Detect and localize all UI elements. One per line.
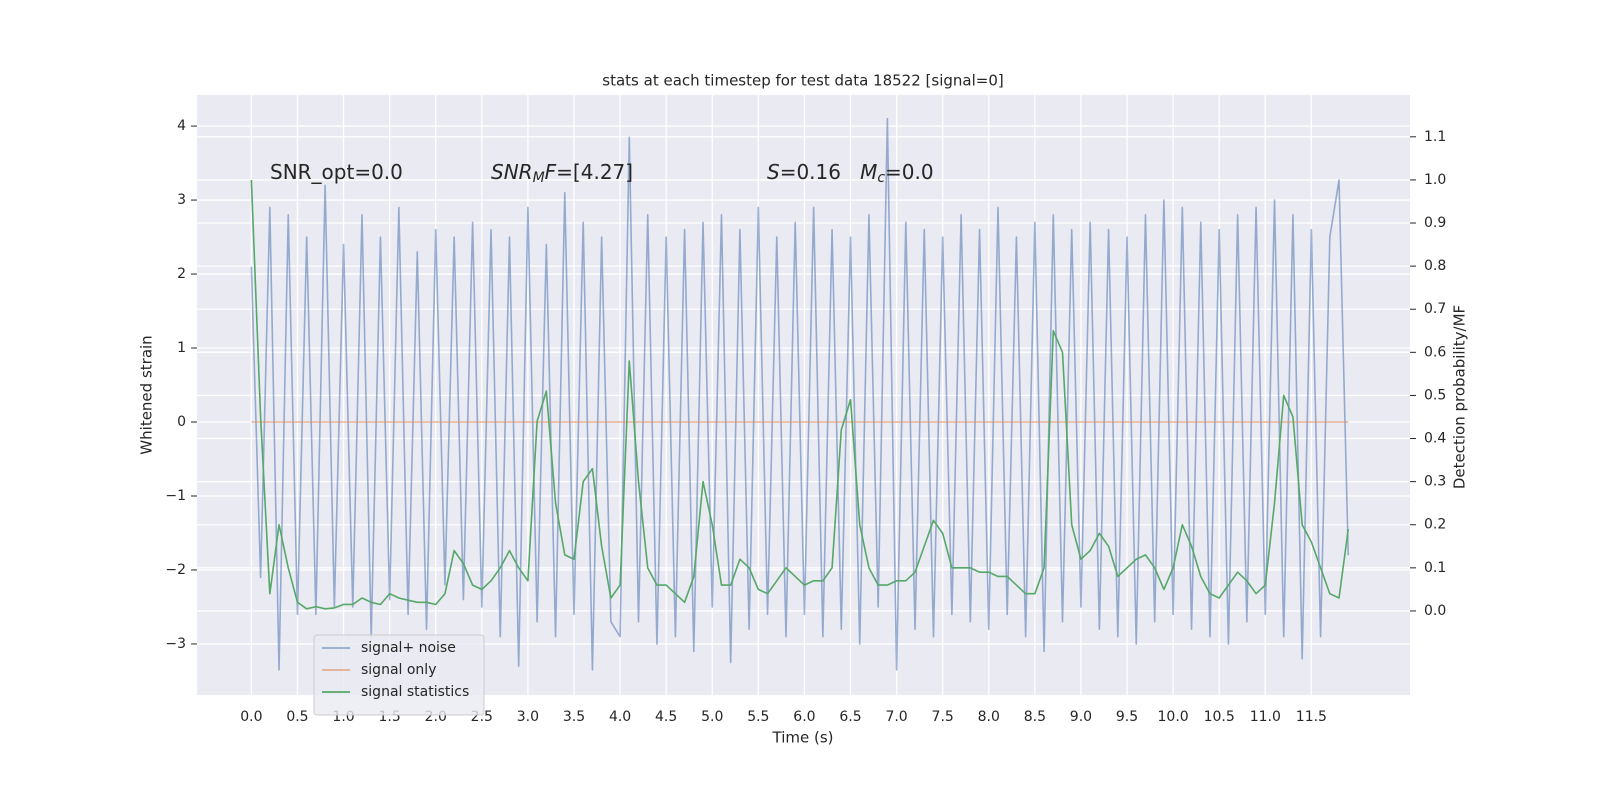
- x-tick-label: 7.5: [932, 709, 954, 725]
- y-tick-label: 0: [177, 414, 186, 430]
- annotation-part: =0.16: [780, 160, 860, 184]
- annotation-part: M: [533, 170, 545, 186]
- x-tick-label: 6.0: [793, 709, 815, 725]
- y2-tick-label: 0.5: [1424, 387, 1446, 403]
- y2-tick-label: 0.9: [1424, 215, 1446, 231]
- x-tick-label: 5.0: [701, 709, 723, 725]
- x-axis-label: Time (s): [772, 729, 834, 747]
- legend-label: signal+ noise: [361, 640, 456, 656]
- series-line: [250, 179, 1350, 610]
- y-tick-label: 2: [177, 266, 186, 282]
- y-tick-label: 1: [177, 340, 186, 356]
- marks: [250, 117, 1350, 671]
- x-tick-label: 0.0: [240, 709, 262, 725]
- annotation: SNRMF=[4.27]: [491, 160, 633, 187]
- y2-tick-label: 0.0: [1424, 603, 1446, 619]
- annotation-part: =0.0: [885, 160, 934, 184]
- annotation-part: c: [877, 170, 885, 186]
- x-tick-label: 9.0: [1070, 709, 1092, 725]
- annotation-part: =[4.27]: [556, 160, 633, 184]
- y2-tick-label: 0.6: [1424, 344, 1446, 360]
- annotation-part: S: [767, 160, 780, 184]
- x-tick-label: 7.0: [885, 709, 907, 725]
- x-tick-label: 11.5: [1296, 709, 1327, 725]
- y-tick-label: −3: [165, 636, 186, 652]
- y-tick-label: 3: [177, 192, 186, 208]
- y2-tick-label: 0.2: [1424, 517, 1446, 533]
- annotation-part: SNR: [491, 160, 533, 184]
- x-tick-label: 4.0: [609, 709, 631, 725]
- annotation-part: F: [545, 160, 557, 184]
- x-tick-label: 11.0: [1250, 709, 1281, 725]
- annotation-part: SNR_opt=0.0: [270, 160, 403, 184]
- x-tick-label: 10.5: [1204, 709, 1235, 725]
- y2-tick-label: 0.3: [1424, 474, 1446, 490]
- y-tick-label: 4: [177, 118, 186, 134]
- x-tick-label: 10.0: [1158, 709, 1189, 725]
- x-tick-label: 4.5: [655, 709, 677, 725]
- x-tick-label: 3.5: [563, 709, 585, 725]
- y-axis-label: Whitened strain: [138, 335, 156, 454]
- y2-tick-label: 0.7: [1424, 301, 1446, 317]
- y2-axis-label: Detection probability/MF: [1451, 305, 1469, 489]
- chart-title: stats at each timestep for test data 185…: [602, 72, 1003, 90]
- x-tick-label: 6.5: [839, 709, 861, 725]
- legend-label: signal only: [361, 662, 436, 678]
- legend: signal+ noise signal only signal statistic…: [313, 634, 485, 716]
- legend-box: [313, 634, 485, 716]
- annotation: S=0.16 Mc=0.0: [767, 160, 934, 187]
- y2-tick-label: 0.8: [1424, 258, 1446, 274]
- y2-tick-label: 0.1: [1424, 560, 1446, 576]
- y-tick-label: −2: [165, 562, 186, 578]
- series-line: [250, 117, 1350, 671]
- annotation: SNR_opt=0.0: [270, 160, 403, 184]
- x-tick-label: 3.0: [517, 709, 539, 725]
- y-tick-label: −1: [165, 488, 186, 504]
- y2-tick-label: 1.1: [1424, 129, 1446, 145]
- x-tick-label: 8.0: [978, 709, 1000, 725]
- x-tick-label: 5.5: [747, 709, 769, 725]
- x-tick-label: 8.5: [1024, 709, 1046, 725]
- y2-tick-label: 0.4: [1424, 431, 1446, 447]
- legend-label: signal statistics: [361, 684, 469, 700]
- annotation-part: M: [860, 160, 877, 184]
- x-tick-label: 9.5: [1116, 709, 1138, 725]
- y2-tick-label: 1.0: [1424, 172, 1446, 188]
- x-tick-label: 0.5: [286, 709, 308, 725]
